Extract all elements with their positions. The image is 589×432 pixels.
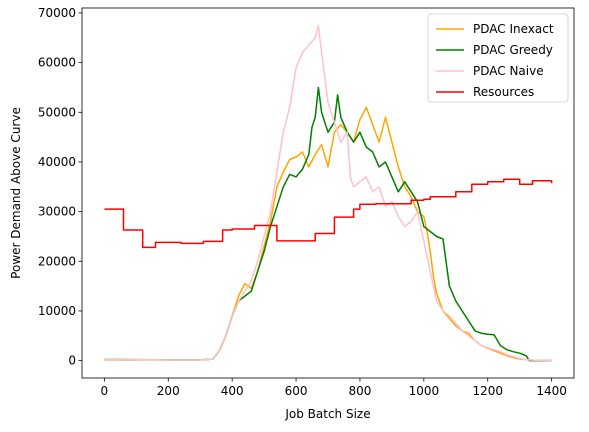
legend: PDAC Inexact PDAC Greedy PDAC Naive Resourc… <box>427 13 569 103</box>
y-tick-label: 40000 <box>38 155 76 169</box>
x-tick-label: 600 <box>285 384 308 398</box>
legend-label-pdac-inexact: PDAC Inexact <box>473 22 554 36</box>
x-tick-label: 0 <box>101 384 109 398</box>
series-line-pdac-naive <box>104 24 552 362</box>
y-tick-label: 20000 <box>38 254 76 268</box>
legend-label-pdac-greedy: PDAC Greedy <box>473 43 553 57</box>
x-tick-label: 400 <box>221 384 244 398</box>
y-tick-label: 50000 <box>38 105 76 119</box>
x-tick-label: 1000 <box>409 384 440 398</box>
axes-layer: 0 200 400 600 800 1000 1200 1400 0 10000 20000 3000… <box>38 6 575 398</box>
y-tick-label: 10000 <box>38 304 76 318</box>
legend-box <box>427 13 569 103</box>
x-axis-label: Job Batch Size <box>284 407 370 421</box>
y-axis-label: Power Demand Above Curve <box>9 107 23 279</box>
legend-label-pdac-naive: PDAC Naive <box>473 64 544 78</box>
y-tick-label: 60000 <box>38 56 76 70</box>
x-tick-label: 200 <box>157 384 180 398</box>
series-line-resources <box>104 178 553 249</box>
legend-label-resources: Resources <box>473 85 534 99</box>
x-tick-label: 1400 <box>536 384 567 398</box>
y-tick-label: 70000 <box>38 6 76 20</box>
series-line-pdac-greedy <box>104 86 552 362</box>
series-layer <box>104 24 553 362</box>
axes-frame <box>81 7 575 379</box>
x-tick-label: 800 <box>348 384 371 398</box>
y-tick-label: 0 <box>68 354 76 368</box>
x-tick-label: 1200 <box>472 384 503 398</box>
y-tick-label: 30000 <box>38 205 76 219</box>
